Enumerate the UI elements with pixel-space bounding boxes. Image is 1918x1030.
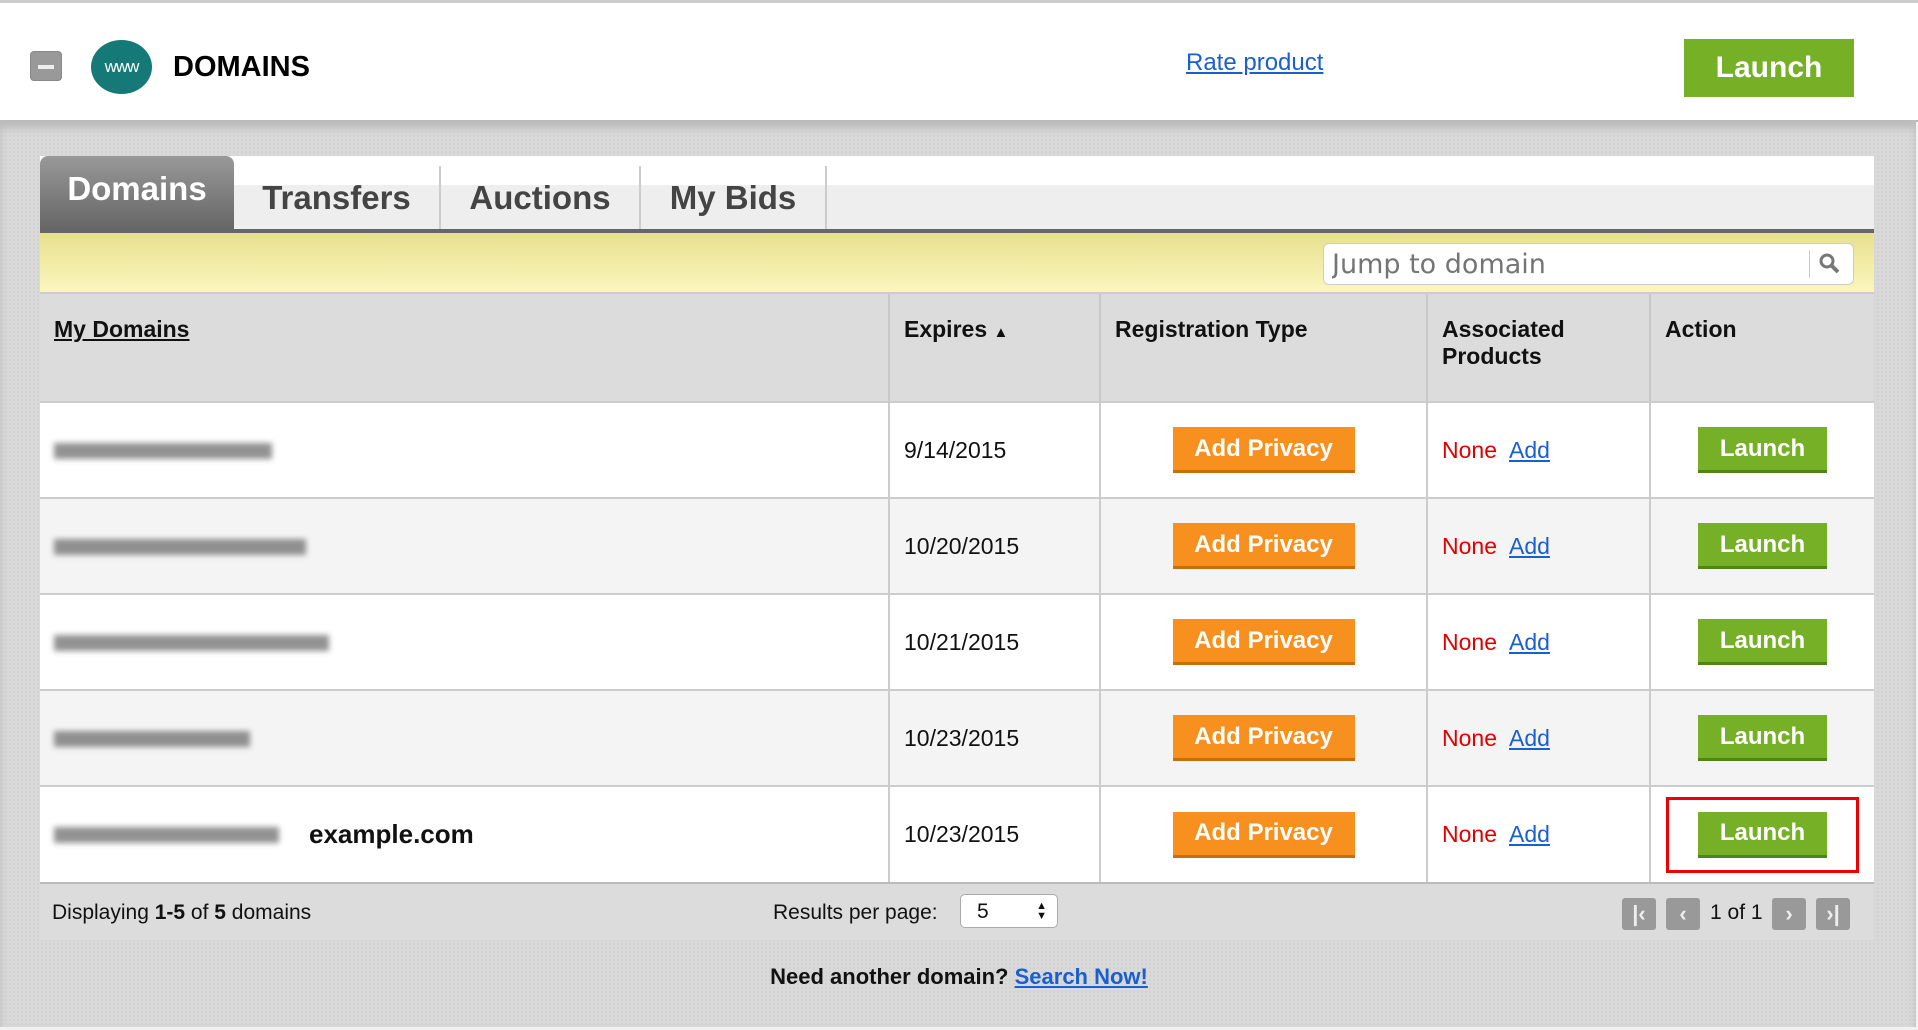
launch-button[interactable]: Launch: [1698, 523, 1827, 569]
search-bar: [40, 233, 1874, 294]
search-icon[interactable]: [1809, 250, 1845, 278]
need-another-domain: Need another domain? Search Now!: [770, 964, 1148, 989]
app-header: www DOMAINS Rate product Launch: [0, 0, 1918, 122]
add-product-link[interactable]: Add: [1508, 436, 1550, 463]
search-now-link[interactable]: Search Now!: [1014, 964, 1148, 989]
add-privacy-button[interactable]: Add Privacy: [1172, 523, 1355, 569]
table-row: 10/23/2015 Add Privacy None Add Launch: [40, 689, 1874, 786]
table-row: 10/21/2015 Add Privacy None Add Launch: [40, 593, 1874, 690]
previous-page-icon[interactable]: ‹: [1666, 898, 1700, 930]
launch-button[interactable]: Launch: [1698, 427, 1827, 473]
column-my-domains[interactable]: My Domains: [54, 316, 190, 342]
domain-cell: [40, 689, 890, 786]
associated-none: None: [1442, 821, 1497, 847]
expires-cell: 9/14/2015: [889, 401, 1101, 498]
jump-to-domain: [1323, 243, 1854, 285]
table-row: 10/20/2015 Add Privacy None Add Launch: [40, 497, 1874, 594]
last-page-icon[interactable]: ›|: [1816, 898, 1850, 930]
next-page-icon[interactable]: ›: [1772, 898, 1806, 930]
expires-cell: 10/23/2015: [889, 689, 1101, 786]
domain-annotation: example.com: [309, 819, 474, 849]
tab-auctions[interactable]: Auctions: [441, 166, 641, 229]
domain-cell: [40, 593, 890, 690]
first-page-icon[interactable]: |‹: [1622, 898, 1656, 930]
blurred-domain-name[interactable]: [54, 539, 306, 556]
column-expires[interactable]: Expires: [904, 316, 988, 342]
highlight-box: Launch: [1666, 796, 1859, 873]
column-action: Action: [1650, 294, 1874, 402]
domain-cell: example.com: [40, 785, 890, 882]
add-privacy-button[interactable]: Add Privacy: [1172, 715, 1355, 761]
domain-cell: [40, 497, 890, 594]
table-footer: Displaying 1-5 of 5 domains Results per …: [40, 882, 1874, 940]
tab-domains[interactable]: Domains: [40, 156, 234, 229]
associated-none: None: [1442, 724, 1497, 751]
add-product-link[interactable]: Add: [1508, 532, 1550, 559]
blurred-domain-name[interactable]: [54, 826, 279, 843]
add-product-link[interactable]: Add: [1508, 821, 1550, 847]
collapse-button[interactable]: [30, 51, 62, 81]
launch-button-header[interactable]: Launch: [1684, 39, 1854, 97]
expires-cell: 10/21/2015: [889, 593, 1101, 690]
column-associated-products: Associated Products: [1427, 294, 1651, 402]
launch-button[interactable]: Launch: [1698, 619, 1827, 665]
associated-none: None: [1442, 436, 1497, 463]
results-per-page-label: Results per page:: [773, 901, 938, 924]
associated-none: None: [1442, 532, 1497, 559]
jump-to-domain-input[interactable]: [1324, 244, 1794, 284]
add-privacy-button[interactable]: Add Privacy: [1172, 619, 1355, 665]
launch-button[interactable]: Launch: [1698, 715, 1827, 761]
expires-cell: 10/23/2015: [889, 785, 1101, 882]
blurred-domain-name[interactable]: [54, 731, 250, 748]
tab-my-bids[interactable]: My Bids: [641, 166, 827, 229]
blurred-domain-name[interactable]: [54, 443, 272, 460]
select-arrows-icon: ▲ ▼: [1036, 900, 1047, 922]
sort-ascending-icon: ▲: [993, 324, 1009, 341]
tab-transfers[interactable]: Transfers: [234, 166, 441, 229]
expires-cell: 10/20/2015: [889, 497, 1101, 594]
domains-panel: Domains Transfers Auctions My Bids My Do…: [40, 156, 1874, 940]
rate-product-link[interactable]: Rate product: [1186, 49, 1324, 76]
blurred-domain-name[interactable]: [54, 635, 329, 652]
table-row: example.com 10/23/2015 Add Privacy None A…: [40, 785, 1874, 882]
tab-bar: Domains Transfers Auctions My Bids: [40, 156, 1874, 233]
domains-table: My Domains Expires ▲ Registration Type A…: [40, 294, 1874, 882]
www-logo-icon: www: [91, 40, 152, 94]
column-registration-type: Registration Type: [1100, 294, 1428, 402]
add-privacy-button[interactable]: Add Privacy: [1172, 427, 1355, 473]
add-privacy-button[interactable]: Add Privacy: [1172, 811, 1355, 858]
add-product-link[interactable]: Add: [1508, 724, 1550, 751]
table-row: 9/14/2015 Add Privacy None Add Launch: [40, 401, 1874, 498]
domain-cell: [40, 401, 890, 498]
associated-none: None: [1442, 628, 1497, 655]
add-product-link[interactable]: Add: [1508, 628, 1550, 655]
launch-button[interactable]: Launch: [1698, 811, 1827, 858]
page-title: DOMAINS: [173, 51, 310, 83]
displaying-count: Displaying 1-5 of 5 domains: [52, 901, 312, 924]
page-info: 1 of 1: [1710, 901, 1763, 924]
results-per-page-select[interactable]: 5 ▲ ▼: [960, 894, 1058, 928]
